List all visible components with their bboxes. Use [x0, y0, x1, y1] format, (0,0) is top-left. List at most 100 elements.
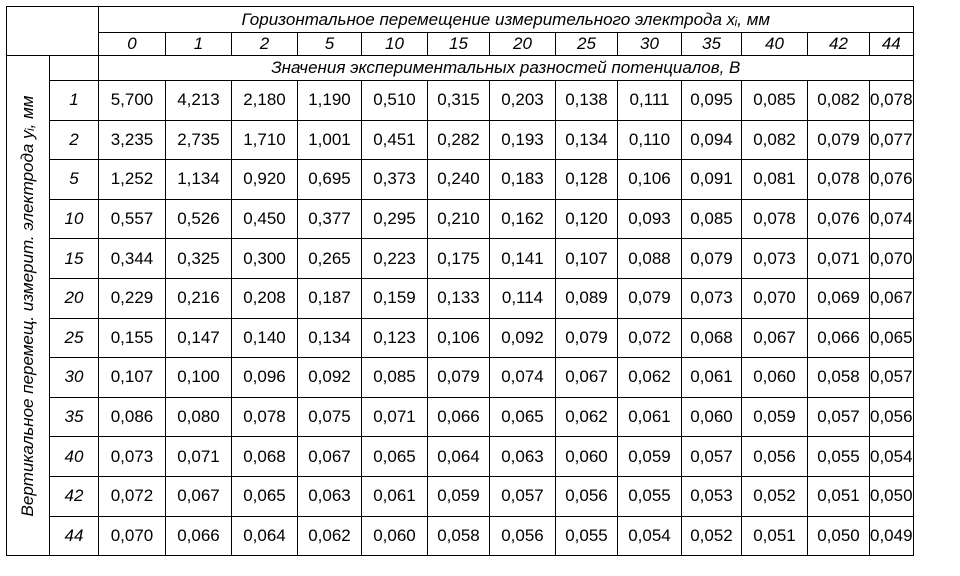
value-cell: 0,155: [98, 317, 166, 359]
x-header-cell: 0: [98, 32, 166, 56]
vertical-axis-cell: Вертикальное перемещ. измерит. электрода…: [6, 54, 50, 557]
value-cell: 2,180: [231, 80, 298, 121]
value-cell: 0,265: [297, 238, 362, 279]
value-cell: 0,091: [681, 159, 742, 200]
value-cell: 0,223: [361, 238, 428, 279]
value-cell: 0,077: [869, 119, 914, 161]
x-header-cell: 35: [681, 32, 742, 56]
y-label-cell: 1: [49, 80, 99, 121]
value-cell: 2,735: [165, 119, 232, 161]
value-cell: 0,229: [98, 277, 166, 319]
value-cell: 1,001: [297, 119, 362, 161]
value-cell: 0,089: [555, 277, 618, 319]
value-cell: 0,066: [807, 317, 870, 359]
value-cell: 0,193: [489, 119, 556, 161]
y-label-cell: 25: [49, 317, 99, 359]
value-cell: 0,062: [555, 396, 618, 438]
value-cell: 0,162: [489, 198, 556, 240]
value-cell: 3,235: [98, 119, 166, 161]
value-cell: 0,065: [361, 436, 428, 477]
values-subtitle: Значения экспериментальных разностей пот…: [98, 55, 914, 81]
value-cell: 0,063: [489, 436, 556, 477]
value-cell: 0,057: [869, 357, 914, 398]
table-row: 5 1,252 1,134 0,920 0,695 0,373 0,240 0,183 0,12…: [7, 159, 914, 200]
value-cell: 0,058: [427, 515, 490, 557]
value-cell: 0,078: [807, 159, 870, 200]
value-cell: 0,123: [361, 317, 428, 359]
value-cell: 0,050: [869, 475, 914, 517]
value-cell: 0,060: [361, 515, 428, 557]
value-cell: 0,140: [231, 317, 298, 359]
blank-cell: [49, 55, 99, 81]
value-cell: 0,065: [489, 396, 556, 438]
value-cell: 0,055: [555, 515, 618, 557]
value-cell: 0,055: [617, 475, 682, 517]
value-cell: 0,526: [165, 198, 232, 240]
value-cell: 0,067: [869, 277, 914, 319]
value-cell: 0,315: [427, 80, 490, 121]
value-cell: 0,067: [297, 436, 362, 477]
value-cell: 0,082: [807, 80, 870, 121]
value-cell: 0,695: [297, 159, 362, 200]
value-cell: 0,100: [165, 357, 232, 398]
value-cell: 1,710: [231, 119, 298, 161]
x-header-cell: 1: [165, 32, 232, 56]
value-cell: 0,069: [807, 277, 870, 319]
value-cell: 0,063: [297, 475, 362, 517]
x-header-cell: 5: [297, 32, 362, 56]
value-cell: 0,451: [361, 119, 428, 161]
value-cell: 0,344: [98, 238, 166, 279]
value-cell: 0,085: [681, 198, 742, 240]
value-cell: 0,049: [869, 515, 914, 557]
value-cell: 0,203: [489, 80, 556, 121]
value-cell: 0,070: [869, 238, 914, 279]
y-label-cell: 40: [49, 436, 99, 477]
value-cell: 0,138: [555, 80, 618, 121]
value-cell: 0,111: [617, 80, 682, 121]
value-cell: 0,208: [231, 277, 298, 319]
value-cell: 0,059: [617, 436, 682, 477]
value-cell: 0,052: [681, 515, 742, 557]
table-row: 40 0,073 0,071 0,068 0,067 0,065 0,064 0,063 0,0…: [7, 436, 914, 477]
value-cell: 1,252: [98, 159, 166, 200]
value-cell: 0,557: [98, 198, 166, 240]
value-cell: 0,078: [869, 80, 914, 121]
value-cell: 0,071: [807, 238, 870, 279]
value-cell: 0,128: [555, 159, 618, 200]
value-cell: 0,056: [489, 515, 556, 557]
value-cell: 0,079: [681, 238, 742, 279]
value-cell: 0,094: [681, 119, 742, 161]
potential-differences-table: Горизонтальное перемещение измерительног…: [6, 6, 914, 557]
value-cell: 0,059: [741, 396, 808, 438]
value-cell: 0,088: [617, 238, 682, 279]
value-cell: 0,133: [427, 277, 490, 319]
value-cell: 0,107: [555, 238, 618, 279]
value-cell: 0,066: [165, 515, 232, 557]
table-corner: [6, 6, 99, 56]
value-cell: 0,057: [681, 436, 742, 477]
value-cell: 0,062: [297, 515, 362, 557]
value-cell: 0,054: [869, 436, 914, 477]
value-cell: 0,059: [427, 475, 490, 517]
value-cell: 1,134: [165, 159, 232, 200]
value-cell: 0,051: [807, 475, 870, 517]
value-cell: 0,093: [617, 198, 682, 240]
value-cell: 0,175: [427, 238, 490, 279]
table-row: 44 0,070 0,066 0,064 0,062 0,060 0,058 0,056 0,0…: [7, 515, 914, 557]
value-cell: 0,080: [165, 396, 232, 438]
value-cell: 0,078: [741, 198, 808, 240]
value-cell: 0,060: [741, 357, 808, 398]
value-cell: 0,076: [807, 198, 870, 240]
value-cell: 0,073: [681, 277, 742, 319]
value-cell: 0,086: [98, 396, 166, 438]
value-cell: 0,210: [427, 198, 490, 240]
value-cell: 0,065: [869, 317, 914, 359]
value-cell: 0,067: [165, 475, 232, 517]
value-cell: 0,134: [297, 317, 362, 359]
value-cell: 0,106: [617, 159, 682, 200]
value-cell: 0,053: [681, 475, 742, 517]
value-cell: 0,096: [231, 357, 298, 398]
value-cell: 0,076: [869, 159, 914, 200]
value-cell: 0,240: [427, 159, 490, 200]
x-header-cell: 20: [489, 32, 556, 56]
